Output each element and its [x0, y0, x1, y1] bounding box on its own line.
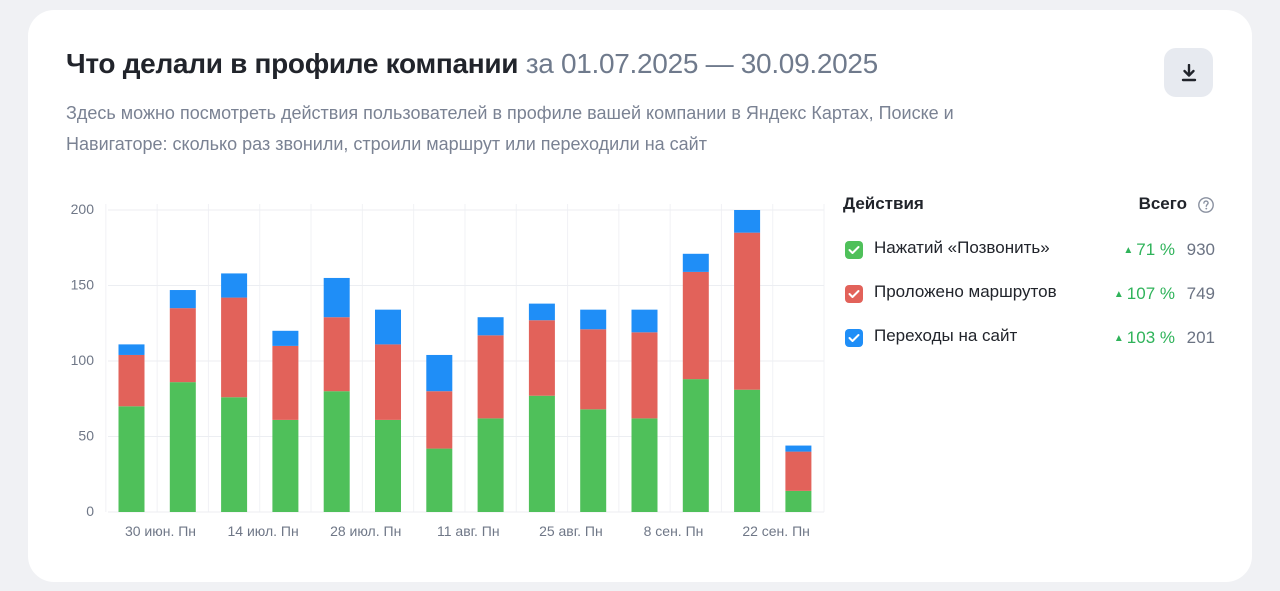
check-icon — [848, 334, 860, 342]
bar-segment — [221, 273, 248, 298]
bar-segment — [682, 271, 709, 380]
x-tick-label: 25 авг. Пн — [539, 523, 603, 539]
checkbox-site[interactable] — [845, 329, 863, 347]
legend-growth-value: 103 % — [1126, 328, 1175, 347]
bar-segment — [580, 329, 607, 410]
bar-segment — [272, 345, 299, 420]
bar-segment — [477, 418, 504, 512]
legend-total: 201 — [1186, 328, 1215, 347]
x-tick-label: 8 сен. Пн — [644, 523, 704, 539]
x-tick-label: 11 авг. Пн — [437, 523, 500, 539]
y-tick-label: 0 — [86, 503, 94, 519]
up-arrow-icon: ▲ — [1113, 333, 1124, 344]
legend-total-label: Всего — [1138, 194, 1187, 213]
bar-segment — [682, 379, 709, 512]
legend-list: Нажатий «Позвонить» ▲ 71 % 930 Проложено … — [843, 236, 1215, 368]
legend-item-site[interactable]: Переходы на сайт ▲ 103 % 201 — [843, 324, 1215, 368]
bar-segment — [528, 320, 555, 396]
bar-segment — [734, 210, 761, 233]
legend-growth: ▲ 107 % — [1114, 284, 1175, 304]
y-tick-label: 50 — [78, 428, 94, 444]
bar-segment — [169, 308, 196, 383]
up-arrow-icon: ▲ — [1123, 245, 1134, 256]
bar-segment — [734, 232, 761, 390]
bar-segment — [426, 448, 453, 512]
legend-label: Переходы на сайт — [874, 326, 1018, 345]
bar-segment — [528, 303, 555, 321]
bar-segment — [221, 397, 248, 512]
legend-growth-value: 107 % — [1126, 284, 1175, 303]
question-circle-icon[interactable] — [1197, 196, 1215, 214]
legend-total: 749 — [1186, 284, 1215, 303]
bar-segment — [323, 277, 350, 318]
bar-segment — [426, 354, 453, 392]
bar-segment — [118, 406, 145, 512]
bar-segment — [477, 335, 504, 419]
bar-segment — [323, 391, 350, 512]
x-tick-label: 22 сен. Пн — [742, 523, 810, 539]
bar-segment — [528, 395, 555, 512]
bar-segment — [785, 445, 812, 452]
legend-growth: ▲ 103 % — [1114, 328, 1175, 348]
title-period: за 01.07.2025 — 30.09.2025 — [525, 48, 879, 79]
card-description: Здесь можно посмотреть действия пользова… — [66, 103, 954, 154]
bar-segment — [734, 389, 761, 512]
actions-card: Что делали в профиле компании за 01.07.2… — [28, 10, 1252, 582]
bar-segment — [785, 451, 812, 491]
bar-segment — [272, 330, 299, 346]
download-button[interactable] — [1164, 48, 1213, 97]
bar-segment — [631, 309, 658, 333]
bar-segment — [682, 253, 709, 272]
bar-segment — [580, 309, 607, 330]
legend-header: Действия Всего — [843, 194, 1215, 218]
x-tick-label: 28 июл. Пн — [330, 523, 401, 539]
legend-heading: Действия — [843, 194, 924, 213]
legend-label: Проложено маршрутов — [874, 282, 1057, 301]
bar-segment — [426, 391, 453, 449]
check-icon — [848, 246, 860, 254]
y-tick-label: 100 — [71, 352, 95, 368]
y-tick-label: 150 — [71, 277, 95, 293]
bar-segment — [323, 317, 350, 392]
bar-segment — [631, 418, 658, 512]
bar-segment — [118, 354, 145, 407]
bar-segment — [375, 419, 401, 512]
bar-segment — [272, 419, 299, 512]
download-icon — [1181, 63, 1196, 81]
x-tick-label: 14 июл. Пн — [227, 523, 298, 539]
legend-item-routes[interactable]: Проложено маршрутов ▲ 107 % 749 — [843, 280, 1215, 324]
check-icon — [848, 290, 860, 298]
legend-total: 930 — [1186, 240, 1215, 259]
bar-segment — [631, 332, 658, 419]
legend-growth-value: 71 % — [1136, 240, 1175, 259]
bar-segment — [580, 409, 607, 512]
legend-growth: ▲ 71 % — [1123, 240, 1175, 260]
checkbox-routes[interactable] — [845, 285, 863, 303]
y-tick-label: 200 — [71, 201, 95, 217]
bar-segment — [118, 344, 145, 355]
bar-segment — [375, 309, 401, 345]
up-arrow-icon: ▲ — [1113, 289, 1124, 300]
bar-segment — [169, 290, 196, 309]
bar-segment — [477, 317, 504, 336]
bar-segment — [785, 490, 812, 512]
legend-label: Нажатий «Позвонить» — [874, 238, 1050, 257]
bar-segment — [375, 344, 401, 420]
legend: Действия Всего Нажатий «Позвонить» ▲ 71 %… — [843, 194, 1215, 368]
legend-item-calls[interactable]: Нажатий «Позвонить» ▲ 71 % 930 — [843, 236, 1215, 280]
title-text: Что делали в профиле компании — [66, 48, 519, 79]
x-tick-label: 30 июн. Пн — [125, 523, 196, 539]
bar-segment — [169, 382, 196, 512]
bar-segment — [221, 297, 248, 398]
actions-bar-chart: 0 50 100 150 200 30 июн. Пн 14 июл. Пн 28 июл. … — [71, 201, 825, 539]
card-title: Что делали в профиле компании за 01.07.2… — [66, 48, 878, 80]
checkbox-calls[interactable] — [845, 241, 863, 259]
